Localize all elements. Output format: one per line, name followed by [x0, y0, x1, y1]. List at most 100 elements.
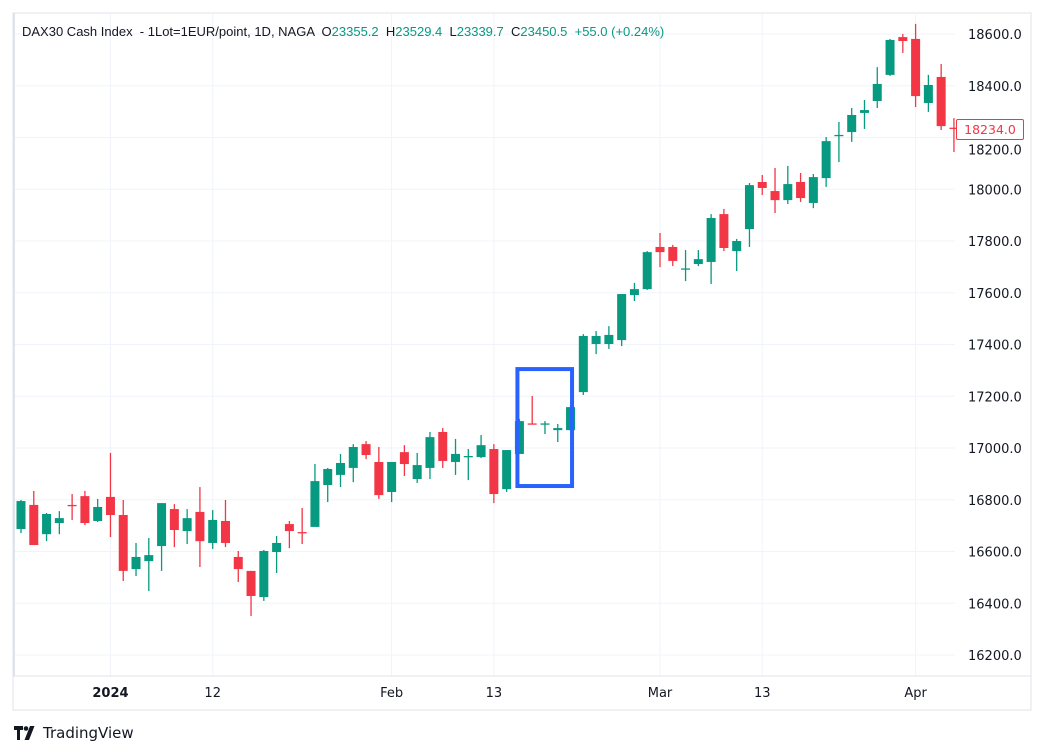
candle-body-up: [412, 465, 422, 480]
candle-body-up: [553, 428, 563, 431]
open-label: O: [321, 24, 332, 39]
candle-body-up: [502, 450, 512, 490]
candle-body-down: [118, 515, 128, 571]
candle-body-up: [847, 114, 857, 133]
candle-body-up: [463, 456, 473, 458]
candle-body-up: [732, 241, 742, 252]
y-tick-label: 16400.0: [968, 597, 1022, 612]
candle-body-up: [821, 141, 831, 179]
y-tick-label: 17600.0: [968, 287, 1022, 302]
candle-body-up: [387, 461, 397, 492]
x-tick-label: Apr: [904, 686, 927, 701]
candle-body-down: [527, 423, 537, 425]
candle-body-down: [757, 182, 767, 188]
open-value: 23355.2: [331, 24, 379, 39]
candle-body-down: [438, 431, 448, 461]
highlight-rectangle: [515, 367, 575, 489]
x-tick-label: Mar: [648, 686, 673, 701]
x-tick-label: 2024: [92, 686, 128, 701]
brand-name: TradingView: [43, 724, 134, 742]
close-value: 23450.5: [520, 24, 568, 39]
high-label: H: [385, 24, 396, 39]
candle-body-up: [923, 84, 933, 104]
candle-body-up: [885, 39, 895, 75]
candle-body-down: [911, 38, 921, 97]
candle-body-down: [246, 570, 256, 597]
y-tick-label: 18000.0: [968, 183, 1022, 198]
x-tick-label: Feb: [380, 686, 403, 701]
candle-body-up: [808, 177, 818, 203]
low-value: 23339.7: [456, 24, 504, 39]
candle-body-down: [297, 532, 307, 534]
candle-body-up: [144, 555, 154, 562]
candle-body-up: [578, 335, 588, 393]
tradingview-logo-icon: [14, 726, 35, 740]
candle-body-up: [681, 268, 691, 270]
candle-body-up: [272, 542, 282, 553]
candle-body-up: [706, 217, 716, 262]
candle-body-down: [898, 37, 908, 41]
symbol-legend: DAX30 Cash Index - 1Lot=1EUR/point, 1D, …: [22, 24, 664, 39]
x-tick-label: 13: [754, 686, 771, 701]
high-value: 23529.4: [395, 24, 443, 39]
candle-body-up: [42, 513, 52, 535]
candle-body-down: [796, 182, 806, 199]
candle-body-up: [348, 446, 358, 468]
candle-body-down: [80, 496, 90, 524]
candle-body-up: [310, 481, 320, 527]
candle-body-up: [629, 289, 639, 296]
candle-body-down: [936, 76, 946, 127]
y-tick-label: 18400.0: [968, 80, 1022, 95]
y-tick-label: 17800.0: [968, 235, 1022, 250]
y-tick-label: 16600.0: [968, 546, 1022, 561]
candle-body-up: [16, 501, 26, 529]
candle-body-up: [859, 110, 869, 113]
candle-body-up: [514, 421, 524, 454]
candle-body-down: [284, 524, 294, 532]
candle-body-down: [29, 504, 39, 546]
candle-body-up: [323, 468, 333, 486]
candle-body-down: [719, 214, 729, 248]
x-tick-label: 12: [204, 686, 221, 701]
candle-body-up: [425, 437, 435, 468]
candle-body-up: [93, 506, 103, 521]
candle-body-up: [604, 334, 614, 344]
candle-body-down: [233, 556, 243, 570]
y-tick-label: 18600.0: [968, 28, 1022, 43]
y-tick-label: 17400.0: [968, 339, 1022, 354]
x-tick-label: 13: [486, 686, 503, 701]
candle-body-up: [208, 519, 218, 543]
y-tick-label: 18200.0: [968, 144, 1022, 159]
y-tick-label: 17200.0: [968, 390, 1022, 405]
chart-frame: [12, 12, 1032, 711]
candle-body-up: [591, 335, 601, 344]
candle-body-up: [182, 518, 192, 532]
candle-body-up: [744, 185, 754, 230]
candle-body-down: [220, 520, 230, 543]
candle-body-up: [259, 550, 269, 598]
change-value: +55.0 (+0.24%): [574, 24, 665, 39]
candle-body-down: [655, 246, 665, 253]
y-tick-label: 17000.0: [968, 442, 1022, 457]
candle-body-up: [131, 556, 141, 570]
candle-body-down: [770, 191, 780, 201]
candle-body-up: [617, 294, 627, 341]
candle-body-up: [54, 518, 64, 524]
candle-body-down: [374, 461, 384, 496]
candle-body-up: [642, 252, 652, 290]
candle-body-up: [476, 445, 486, 458]
candle-body-up: [451, 453, 461, 462]
y-tick-label: 16200.0: [968, 649, 1022, 664]
candle-body-up: [693, 259, 703, 265]
candle-body-down: [195, 511, 205, 542]
symbol-title: DAX30 Cash Index - 1Lot=1EUR/point, 1D, …: [22, 24, 315, 39]
candle-body-down: [67, 504, 77, 507]
candle-body-down: [399, 452, 409, 465]
candle-body-up: [336, 463, 345, 475]
low-label: L: [449, 24, 457, 39]
candle-body-up: [872, 83, 882, 102]
tradingview-logo[interactable]: TradingView: [14, 724, 134, 742]
candle-body-down: [361, 444, 371, 455]
candle-body-up: [157, 503, 167, 547]
